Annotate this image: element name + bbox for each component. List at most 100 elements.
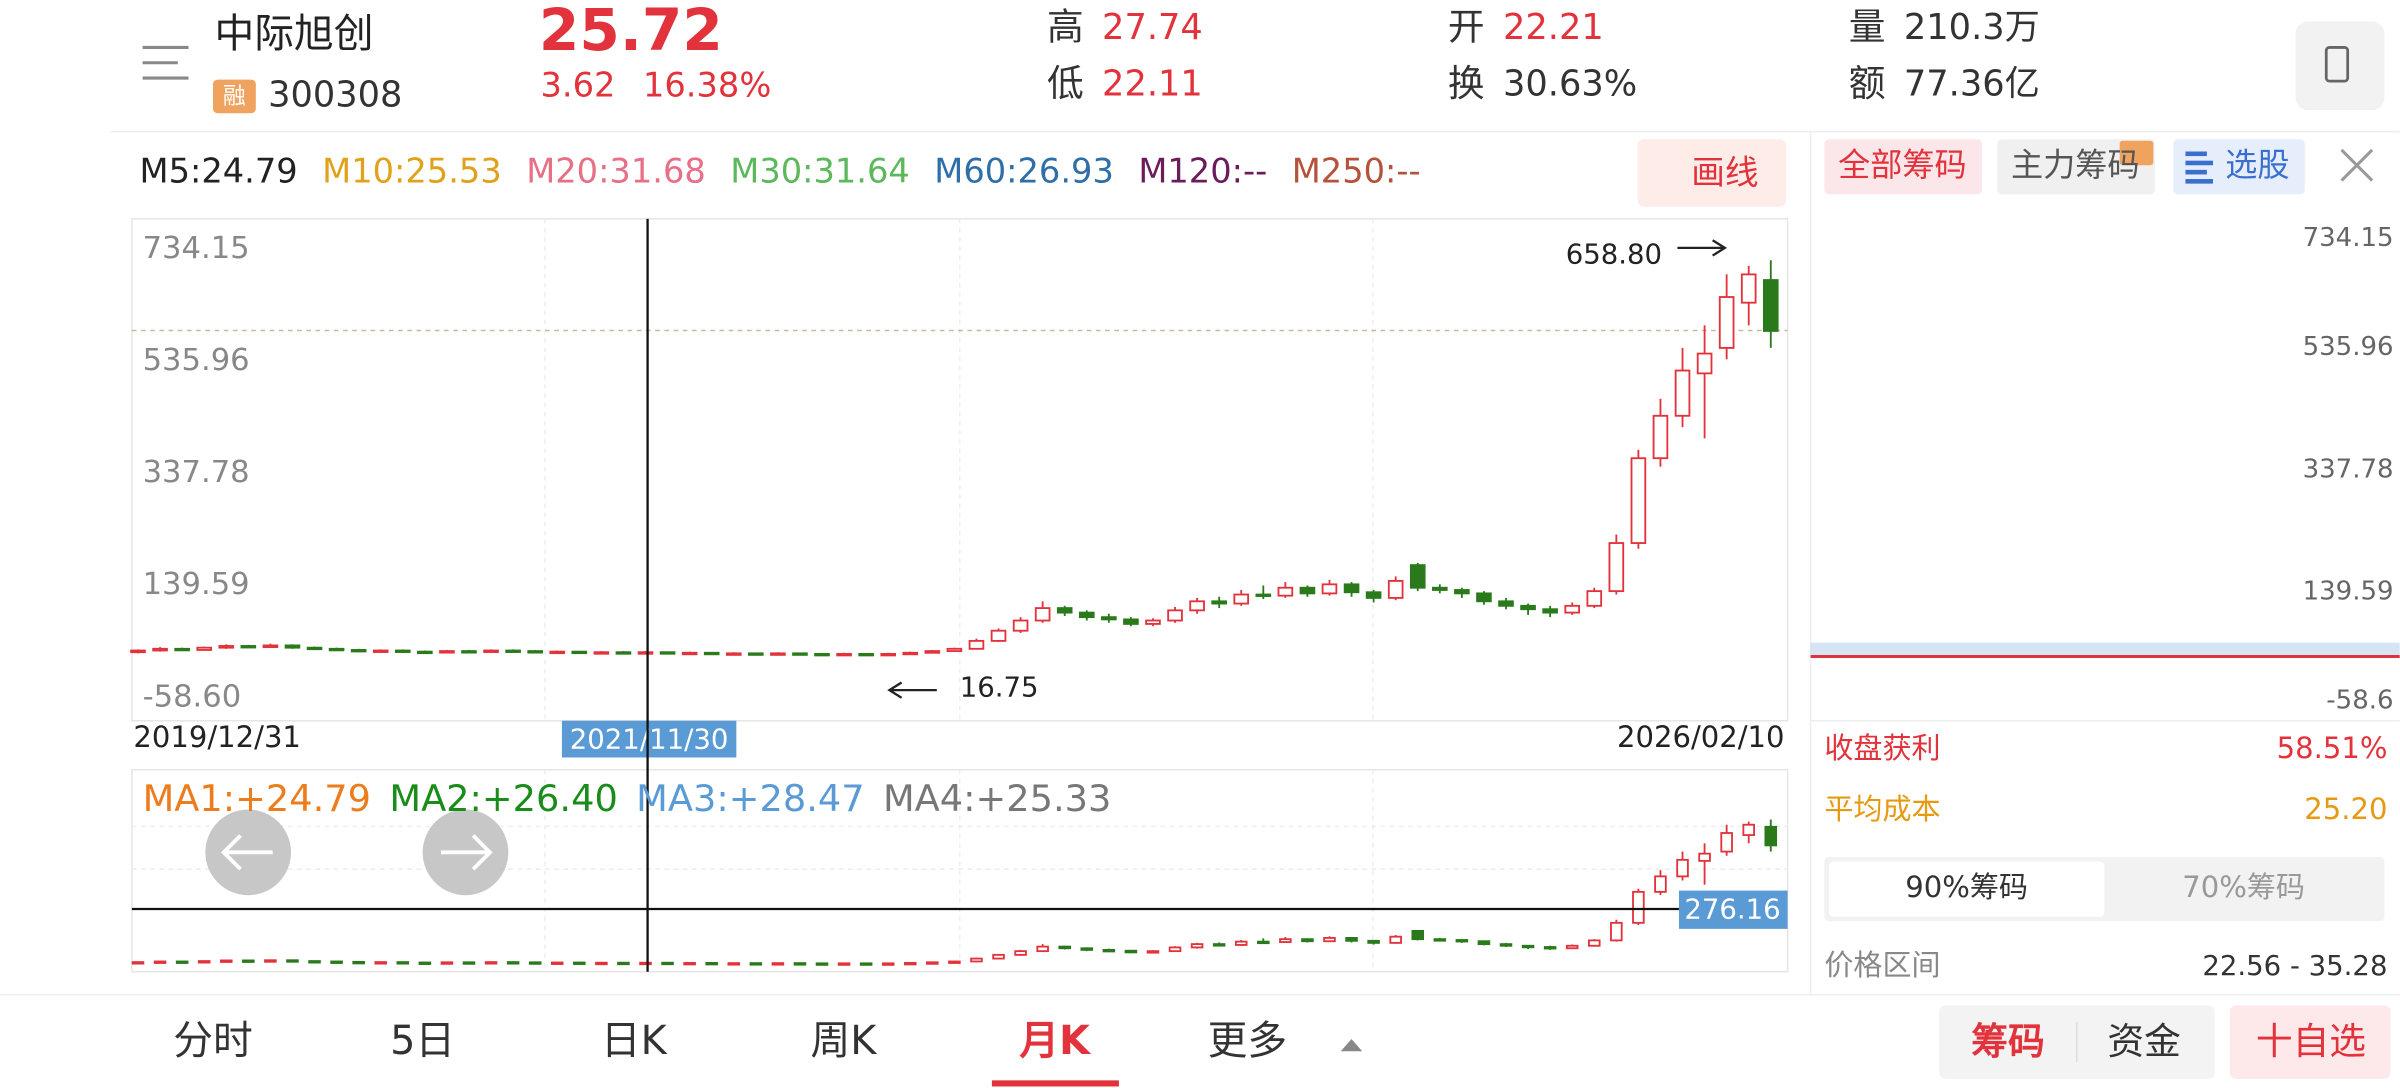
candle-body [374,961,387,965]
watch-button[interactable]: 十自选 [2256,1020,2366,1063]
more-caret[interactable] [1340,1039,1363,1052]
candle-body [1521,944,1535,949]
candle-body [792,652,808,656]
candle-body [1698,852,1711,862]
funds-button[interactable]: 资金 [2107,1020,2180,1063]
candle-body [131,961,145,965]
profit: 58.51% [2277,731,2388,765]
candle-body [703,651,720,656]
candle-body [130,649,146,654]
bottom-tab[interactable]: 周K [811,1018,878,1064]
candle-body [174,647,190,652]
candle-body [970,957,983,963]
prev-button[interactable] [205,809,292,896]
candle-body [617,961,630,966]
candle-body [1124,949,1138,954]
draw-button[interactable] [1637,139,1787,207]
candle-body [1740,273,1757,304]
bottom-tab[interactable]: 更多 [1208,1018,1288,1064]
candle-body [1146,950,1160,954]
candle-body [505,649,521,653]
chips-button[interactable]: 筹码 [1971,1020,2044,1063]
candle-body [1034,607,1051,622]
bottom-tab[interactable]: 5日 [390,1018,455,1064]
candle-body [837,962,851,966]
candle-body [990,629,1007,642]
menu-icon[interactable] [142,45,189,80]
candle-body [219,959,233,963]
turnover: 30.63% [1503,64,1637,105]
candle-body [394,649,411,653]
candle-body [1145,619,1161,625]
candle-body [350,649,367,653]
device-button[interactable] [2295,21,2385,111]
candle-body [1676,858,1689,878]
candle-body [948,960,961,964]
candle-body [593,651,610,655]
candle-body [1520,604,1536,611]
candle-body [1610,921,1623,942]
candle-body [968,639,985,650]
candle-body [1036,945,1049,953]
bottom-tab[interactable]: 分时 [173,1018,253,1064]
sub-legend: MA2:+26.40 [389,777,617,820]
candle-body [550,961,564,965]
bottom-tab[interactable]: 日K [601,1018,668,1064]
draw-button-label: 画线 [1691,153,1758,192]
label: 量 [1849,6,1886,49]
candle-body [152,647,168,652]
candle-body [1234,940,1248,946]
change: 3.62 [540,66,615,105]
candle-body [418,961,432,965]
candle-body [396,961,410,965]
cost-label: 平均成本 [1824,792,1940,826]
candle-body [1564,604,1581,614]
candle-body [946,647,963,652]
tag: 融 [223,84,246,110]
next-button[interactable] [422,809,509,896]
candle-body [1101,616,1117,621]
candle-body [439,650,455,654]
cost: 25.20 [2304,792,2387,826]
candle-body [1409,564,1426,589]
candle-body [197,960,211,964]
candle-body [175,960,189,964]
chip-price-label: -58.6 [2326,685,2393,715]
candle-body [1233,593,1250,605]
chip-price-label: 337.78 [2303,454,2394,484]
max-label: 658.80 [1566,239,1662,271]
watch-box [2229,1005,2391,1079]
candle-body [903,961,917,966]
ma-legend: M120:-- [1138,151,1267,190]
label: 低 [1047,62,1084,105]
close-icon[interactable] [2340,148,2374,182]
range-tab-active[interactable] [1828,861,2105,917]
label: 高 [1047,6,1084,49]
price: 25.72 [539,0,723,64]
candle-body [1718,296,1735,349]
candle-body [683,961,696,966]
range: 22.56 - 35.28 [2202,950,2387,982]
candle-body [1321,583,1338,595]
range-tab[interactable]: 70%筹码 [2182,870,2305,904]
tab-box[interactable] [1997,139,2155,195]
candle-body [705,961,718,966]
bottom-tab[interactable]: 月K [1019,1018,1092,1064]
candle-body [681,651,698,656]
candle-body [1211,600,1227,605]
high: 27.74 [1102,7,1203,48]
candle-body [924,650,941,654]
ma-legend: M250:-- [1292,151,1421,190]
y-tick-label: 535.96 [143,343,250,378]
range-tab: 90%筹码 [1905,870,2028,904]
candle-body [1720,832,1733,853]
chip-price-label: 535.96 [2303,332,2394,362]
tab-box[interactable] [1824,139,1982,195]
candle-body [1323,937,1336,943]
stock-name: 中际旭创 [215,11,374,57]
candle-body [218,645,235,649]
cursor-date: 2021/11/30 [570,724,729,756]
candle-body [1345,937,1358,942]
candle-body [1432,586,1448,591]
candle-body [1477,940,1491,946]
